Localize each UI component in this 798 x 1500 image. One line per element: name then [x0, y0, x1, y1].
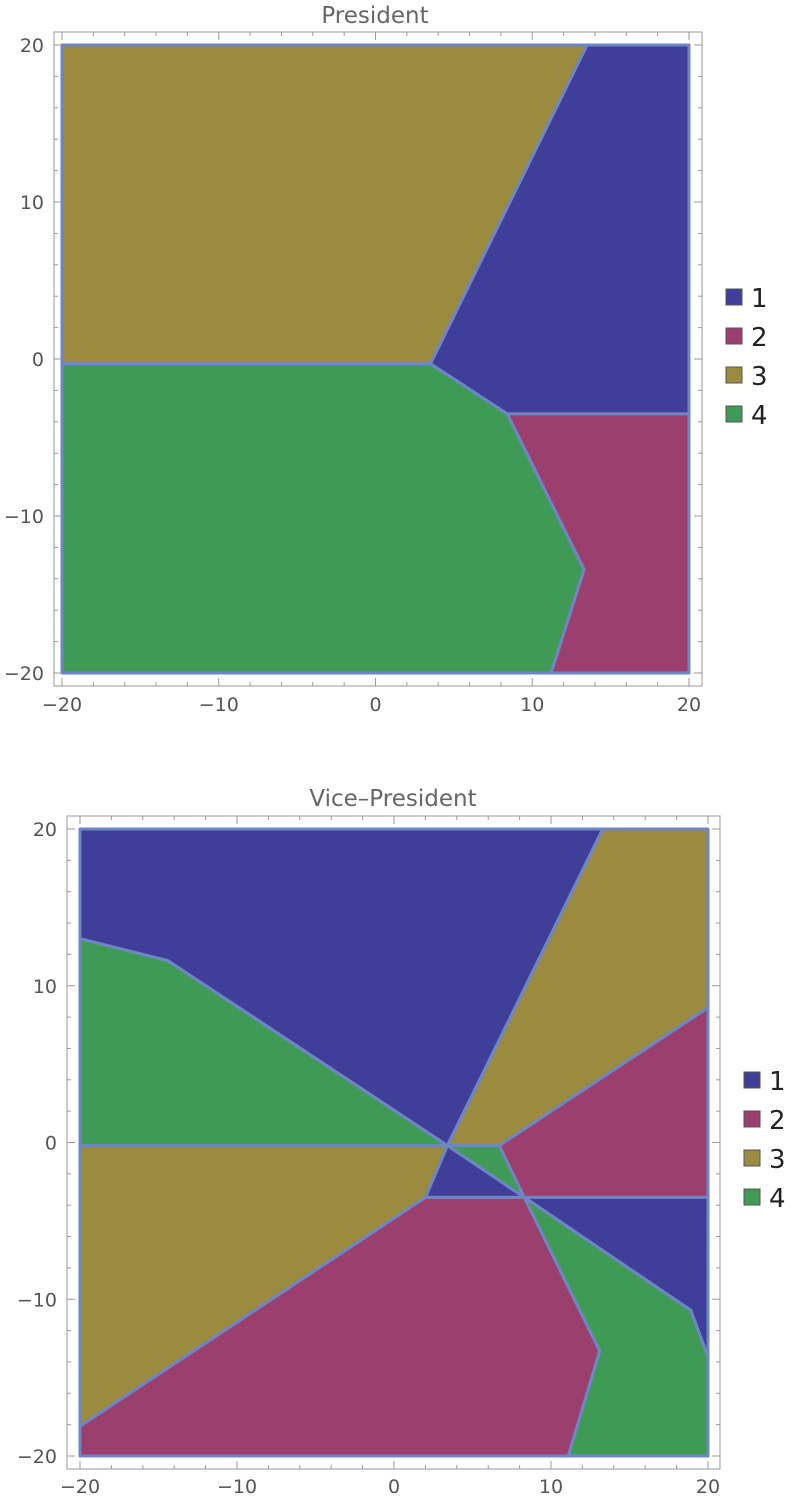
legend-swatch-2 — [743, 1110, 761, 1128]
x-tick-label: 20 — [677, 694, 701, 716]
legend-label-4: 4 — [769, 1184, 786, 1214]
legend-swatch-1 — [743, 1071, 761, 1089]
y-tick-label: −10 — [4, 506, 44, 528]
legend-swatch-3 — [725, 366, 743, 384]
y-tick-label: −20 — [17, 1446, 57, 1468]
legend-swatch-2 — [725, 327, 743, 345]
legend-label-3: 3 — [769, 1145, 786, 1175]
x-tick-label: 0 — [369, 694, 381, 716]
x-tick-label: 10 — [539, 1476, 563, 1498]
region-class-4 — [522, 1195, 710, 1458]
legend-label-1: 1 — [769, 1067, 786, 1097]
legend-label-3: 3 — [751, 362, 768, 392]
x-tick-label: −10 — [199, 694, 239, 716]
x-tick-label: −20 — [42, 694, 82, 716]
vice-president-panel: Vice–President −20 −10 0 10 20 −20 −10 0 10 20 1 2 3 4 — [17, 786, 786, 1498]
y-tick-label: 0 — [45, 1133, 57, 1155]
y-tick-label: −20 — [4, 663, 44, 685]
x-tick-label: 10 — [520, 694, 544, 716]
legend-swatch-4 — [725, 405, 743, 423]
y-tick-label: 20 — [33, 819, 57, 841]
legend-swatch-1 — [725, 288, 743, 306]
x-tick-label: 0 — [388, 1476, 400, 1498]
legend-label-2: 2 — [751, 323, 768, 353]
x-tick-label: −20 — [60, 1476, 100, 1498]
x-tick-label: −10 — [217, 1476, 257, 1498]
president-panel: President −20 −10 0 10 20 −20 −10 0 10 20 1 2 3 4 — [4, 3, 768, 716]
x-tick-label: 20 — [696, 1476, 720, 1498]
legend-label-1: 1 — [751, 284, 768, 314]
legend-label-2: 2 — [769, 1106, 786, 1136]
chart-title: President — [321, 3, 428, 29]
legend-swatch-4 — [743, 1188, 761, 1206]
y-tick-label: 10 — [33, 976, 57, 998]
y-tick-label: 10 — [20, 192, 44, 214]
y-tick-label: 20 — [20, 35, 44, 57]
legend-label-4: 4 — [751, 401, 768, 431]
y-tick-label: −10 — [17, 1289, 57, 1311]
y-tick-label: 0 — [32, 349, 44, 371]
legend-swatch-3 — [743, 1149, 761, 1167]
chart-title: Vice–President — [309, 786, 476, 812]
